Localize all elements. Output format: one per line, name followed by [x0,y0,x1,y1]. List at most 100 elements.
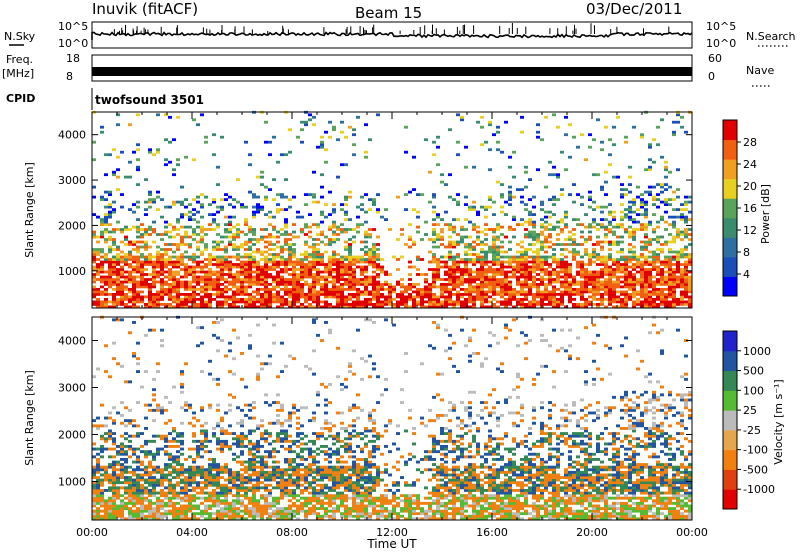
range-time-cell [152,476,156,479]
range-time-cell [156,300,160,304]
range-time-cell [604,235,608,239]
range-time-cell [408,235,412,239]
range-time-cell [184,476,188,479]
range-time-cell [668,270,672,274]
range-time-cell [520,288,524,291]
range-time-cell [480,295,484,299]
range-time-cell [352,143,356,147]
range-time-cell [156,509,160,513]
range-time-cell [436,268,440,271]
range-time-cell [564,168,568,172]
range-time-cell [656,305,660,309]
range-time-cell [184,263,188,266]
range-time-cell [188,245,192,249]
range-time-cell [292,280,296,284]
range-time-cell [100,489,104,492]
range-time-cell [176,248,180,251]
range-time-cell [192,198,196,201]
range-time-cell [592,260,596,264]
range-time-cell [364,285,368,289]
range-time-cell [608,283,612,286]
range-time-cell [220,339,224,342]
range-time-cell [180,465,184,469]
range-time-cell [96,278,100,281]
range-time-cell [288,248,292,251]
range-time-cell [184,470,188,474]
range-time-cell [496,280,500,284]
range-time-cell [588,275,592,279]
range-time-cell [200,290,204,294]
range-time-cell [508,240,512,244]
range-time-cell [448,293,452,296]
range-time-cell [168,458,172,461]
range-time-cell [308,263,312,266]
range-time-cell [152,228,156,231]
range-time-cell [204,437,208,441]
range-time-cell [200,370,204,373]
range-time-cell [688,253,692,256]
range-time-cell [652,258,656,261]
range-time-cell [252,265,256,269]
range-time-cell [372,243,376,246]
range-time-cell [192,255,196,259]
range-time-cell [636,303,640,306]
range-time-cell [552,255,556,259]
range-time-cell [208,203,212,206]
range-time-cell [544,295,548,299]
range-time-cell [400,278,404,281]
range-time-cell [92,235,96,239]
range-time-cell [676,265,680,269]
range-time-cell [548,233,552,236]
range-time-cell [184,509,188,513]
range-time-cell [348,298,352,301]
range-time-cell [480,255,484,259]
range-time-cell [200,512,204,516]
range-time-cell [500,183,504,186]
range-time-cell [624,298,628,301]
range-time-cell [648,223,652,226]
range-time-cell [564,215,568,219]
range-time-cell [684,208,688,211]
range-time-cell [644,295,648,299]
range-time-cell [688,303,692,306]
range-time-cell [540,293,544,296]
range-time-cell [148,452,152,456]
range-time-cell [120,285,124,289]
range-time-cell [128,243,132,246]
range-time-cell [460,300,464,304]
range-time-cell [228,486,232,490]
range-time-cell [580,235,584,239]
range-time-cell [124,460,128,464]
range-time-cell [96,305,100,309]
range-time-cell [604,263,608,266]
range-time-cell [680,268,684,271]
range-time-cell [180,240,184,244]
range-time-cell [184,293,188,296]
range-time-cell [532,278,536,281]
range-time-cell [140,263,144,266]
range-time-cell [204,300,208,304]
range-time-cell [176,163,180,167]
range-time-cell [244,205,248,209]
range-time-cell [204,285,208,289]
range-time-cell [196,255,200,259]
range-time-cell [172,173,176,177]
range-time-cell [196,452,200,456]
range-time-cell [160,491,164,495]
range-time-cell [340,208,344,211]
range-time-cell [588,263,592,266]
range-time-cell [604,260,608,264]
range-time-cell [252,230,256,234]
range-time-cell [580,243,584,246]
range-time-cell [484,250,488,254]
range-time-cell [476,268,480,271]
range-time-cell [544,215,548,219]
range-time-cell [524,263,528,266]
range-time-cell [224,248,228,251]
range-time-cell [260,305,264,309]
range-time-cell [532,293,536,296]
range-time-cell [228,507,232,510]
range-time-cell [136,165,140,169]
range-time-cell [684,220,688,224]
range-time-cell [232,481,236,485]
